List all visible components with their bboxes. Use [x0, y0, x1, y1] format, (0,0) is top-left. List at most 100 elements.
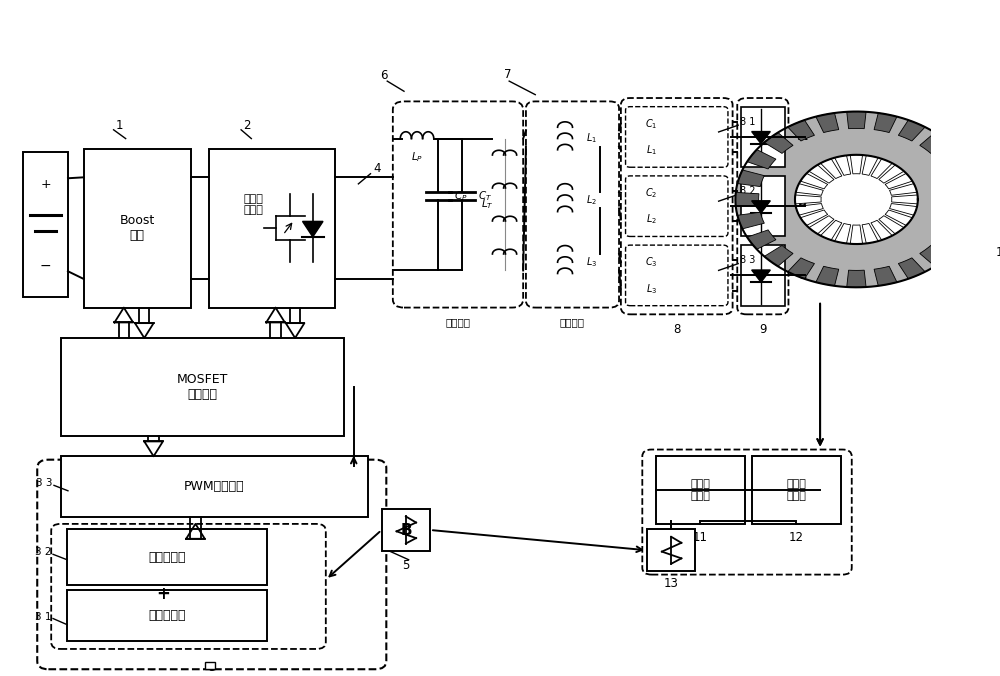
Text: 电流调节器: 电流调节器	[148, 609, 186, 622]
FancyBboxPatch shape	[23, 152, 68, 297]
FancyBboxPatch shape	[741, 176, 785, 237]
Polygon shape	[816, 266, 839, 286]
FancyBboxPatch shape	[647, 529, 695, 571]
Polygon shape	[788, 258, 814, 279]
Polygon shape	[737, 170, 764, 187]
Text: 10: 10	[996, 245, 1000, 259]
Text: 1: 1	[115, 118, 123, 132]
Polygon shape	[847, 112, 866, 128]
Text: $\mathbf{B}$: $\mathbf{B}$	[400, 522, 412, 538]
Text: 电压源
逆变器: 电压源 逆变器	[243, 193, 263, 215]
FancyBboxPatch shape	[741, 245, 785, 306]
Text: 8 2: 8 2	[740, 186, 756, 196]
Polygon shape	[752, 201, 770, 213]
Polygon shape	[871, 159, 892, 178]
Polygon shape	[747, 230, 776, 249]
Text: $L_2$: $L_2$	[586, 193, 596, 208]
Text: 3: 3	[209, 661, 216, 674]
Text: MOSFET
驱动电路: MOSFET 驱动电路	[177, 373, 228, 401]
FancyBboxPatch shape	[61, 456, 368, 517]
Polygon shape	[920, 132, 949, 153]
Circle shape	[795, 155, 918, 244]
Text: 4: 4	[373, 162, 381, 176]
Bar	[205, 662, 215, 669]
Polygon shape	[796, 203, 823, 215]
Polygon shape	[809, 165, 834, 183]
FancyBboxPatch shape	[382, 509, 430, 551]
Text: C: C	[798, 269, 807, 282]
Polygon shape	[800, 173, 828, 189]
Polygon shape	[816, 113, 839, 132]
Polygon shape	[764, 245, 793, 266]
Text: 位置检
测设备: 位置检 测设备	[691, 479, 710, 501]
Text: Boost
电路: Boost 电路	[120, 214, 155, 242]
Text: −: −	[40, 258, 51, 272]
Polygon shape	[898, 258, 925, 279]
Polygon shape	[303, 221, 323, 237]
Text: 5: 5	[402, 559, 410, 573]
Text: 11: 11	[693, 531, 708, 544]
Text: +: +	[156, 585, 170, 602]
Polygon shape	[795, 195, 821, 204]
Polygon shape	[735, 193, 759, 206]
Text: $C_1$: $C_1$	[645, 117, 657, 130]
FancyBboxPatch shape	[656, 456, 745, 524]
Polygon shape	[879, 165, 904, 183]
FancyBboxPatch shape	[67, 529, 267, 585]
Text: 3 3: 3 3	[36, 479, 53, 488]
Text: 9: 9	[759, 322, 767, 336]
Text: 电流检
测设备: 电流检 测设备	[786, 479, 806, 501]
Text: 8: 8	[673, 322, 680, 336]
Polygon shape	[800, 210, 828, 226]
Polygon shape	[885, 210, 912, 226]
Polygon shape	[752, 270, 770, 282]
FancyBboxPatch shape	[741, 107, 785, 167]
Polygon shape	[764, 132, 793, 153]
Text: 8 3: 8 3	[740, 256, 755, 265]
Polygon shape	[862, 155, 878, 175]
Polygon shape	[747, 149, 776, 169]
Text: 6: 6	[380, 69, 387, 82]
Polygon shape	[835, 224, 851, 243]
Polygon shape	[871, 220, 892, 240]
FancyBboxPatch shape	[209, 149, 335, 308]
Polygon shape	[937, 149, 966, 169]
Polygon shape	[874, 266, 897, 286]
Polygon shape	[937, 230, 966, 249]
Polygon shape	[889, 184, 917, 195]
Polygon shape	[850, 155, 863, 174]
Text: A: A	[798, 130, 807, 143]
Polygon shape	[874, 113, 897, 132]
Text: $L_T$: $L_T$	[481, 197, 494, 212]
Polygon shape	[737, 212, 764, 229]
Polygon shape	[809, 216, 834, 234]
Polygon shape	[920, 245, 949, 266]
Text: $L_1$: $L_1$	[586, 132, 597, 145]
Text: $C_3$: $C_3$	[645, 255, 657, 269]
Text: 3 2: 3 2	[35, 548, 51, 557]
Polygon shape	[847, 270, 866, 287]
Polygon shape	[948, 212, 975, 229]
Text: +: +	[40, 178, 51, 191]
Polygon shape	[850, 225, 863, 244]
Polygon shape	[885, 173, 912, 189]
Text: 7: 7	[504, 68, 511, 81]
Text: 补偿网络: 补偿网络	[445, 318, 470, 327]
Polygon shape	[954, 193, 977, 206]
Text: 8 1: 8 1	[740, 117, 755, 127]
Polygon shape	[821, 220, 842, 240]
Polygon shape	[862, 224, 878, 243]
Text: $C_P$: $C_P$	[454, 189, 468, 203]
Text: 3 1: 3 1	[35, 612, 51, 621]
Text: $C_T$: $C_T$	[478, 189, 493, 203]
Polygon shape	[948, 170, 975, 187]
FancyBboxPatch shape	[84, 149, 191, 308]
Text: $L_P$: $L_P$	[411, 151, 423, 164]
Polygon shape	[788, 120, 814, 141]
Polygon shape	[889, 203, 917, 215]
Text: $L_1$: $L_1$	[646, 143, 657, 158]
Text: 发射线圈: 发射线圈	[560, 318, 585, 327]
Polygon shape	[796, 184, 823, 195]
Text: $L_2$: $L_2$	[646, 213, 657, 226]
Text: B: B	[798, 199, 807, 213]
